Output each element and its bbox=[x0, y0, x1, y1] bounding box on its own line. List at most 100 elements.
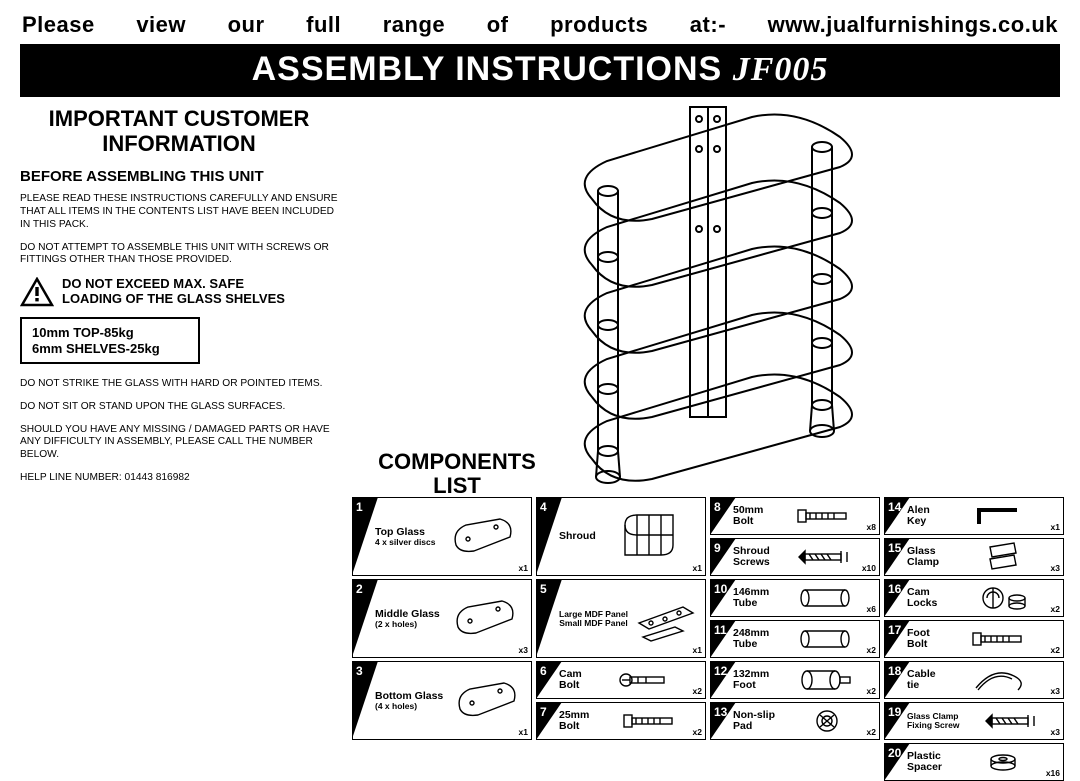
component-cell-8: 850mmBoltx8 bbox=[710, 497, 880, 535]
spec-line-2: 6mm SHELVES-25kg bbox=[32, 341, 188, 357]
component-number-triangle: 11 bbox=[711, 621, 737, 657]
component-number: 19 bbox=[888, 705, 901, 719]
component-number: 20 bbox=[888, 746, 901, 760]
component-shroud-icon bbox=[596, 498, 705, 575]
component-cell-12: 12132mmFootx2 bbox=[710, 661, 880, 699]
paragraph-2: DO NOT ATTEMPT TO ASSEMBLE THIS UNIT WIT… bbox=[20, 242, 338, 268]
component-tube-icon bbox=[769, 580, 879, 616]
component-number-triangle: 14 bbox=[885, 498, 911, 534]
component-label: ShroudScrews bbox=[733, 546, 770, 568]
component-number-triangle: 19 bbox=[885, 703, 911, 739]
warning-l1: DO NOT EXCEED MAX. SAFE bbox=[62, 276, 244, 291]
component-number-triangle: 2 bbox=[353, 580, 379, 657]
component-number-triangle: 16 bbox=[885, 580, 911, 616]
component-cell-19: 19Glass ClampFixing Screwx3 bbox=[884, 702, 1064, 740]
component-number-triangle: 8 bbox=[711, 498, 737, 534]
component-number: 4 bbox=[540, 500, 547, 514]
component-cell-14: 14AlenKeyx1 bbox=[884, 497, 1064, 535]
spec-line-1: 10mm TOP-85kg bbox=[32, 325, 188, 341]
component-number: 9 bbox=[714, 541, 721, 555]
component-label: 50mmBolt bbox=[733, 505, 763, 527]
component-sublabel: (2 x holes) bbox=[375, 620, 440, 629]
component-cell-9: 9 ShroudScrews x10 bbox=[710, 538, 880, 576]
component-cell-2: 2Middle Glass(2 x holes)x3 bbox=[352, 579, 532, 658]
component-label: 248mmTube bbox=[733, 628, 769, 650]
component-label: 132mmFoot bbox=[733, 669, 769, 691]
component-qty: x2 bbox=[1051, 645, 1060, 655]
component-number-triangle: 7 bbox=[537, 703, 563, 739]
component-number-triangle: 9 bbox=[711, 539, 737, 575]
component-label: Cabletie bbox=[907, 669, 936, 691]
component-number-triangle: 20 bbox=[885, 744, 911, 780]
component-clamp-icon bbox=[939, 539, 1063, 575]
component-number: 18 bbox=[888, 664, 901, 678]
component-qty: x1 bbox=[1051, 522, 1060, 532]
component-number: 8 bbox=[714, 500, 721, 514]
customer-info-heading: IMPORTANT CUSTOMER INFORMATION bbox=[20, 107, 338, 156]
warning-triangle-icon bbox=[20, 277, 54, 307]
component-hexkey-icon bbox=[930, 498, 1063, 534]
paragraph-1: PLEASE READ THESE INSTRUCTIONS CAREFULLY… bbox=[20, 193, 338, 231]
component-label: Large MDF PanelSmall MDF Panel bbox=[559, 610, 628, 628]
component-qty: x1 bbox=[519, 563, 528, 573]
component-number: 3 bbox=[356, 664, 363, 678]
component-cell-13: 13Non-slipPad x2 bbox=[710, 702, 880, 740]
component-qty: x3 bbox=[1051, 727, 1060, 737]
top-banner-text: Please view our full range of products a… bbox=[20, 12, 1060, 44]
component-qty: x2 bbox=[867, 686, 876, 696]
component-number-triangle: 13 bbox=[711, 703, 737, 739]
component-cell-6: 6CamBoltx2 bbox=[536, 661, 706, 699]
component-cell-15: 15GlassClampx3 bbox=[884, 538, 1064, 576]
component-number-triangle: 17 bbox=[885, 621, 911, 657]
component-tube-icon bbox=[769, 621, 879, 657]
component-screw-icon bbox=[959, 703, 1063, 739]
component-cell-11: 11248mmTubex2 bbox=[710, 620, 880, 658]
component-number-triangle: 4 bbox=[537, 498, 563, 575]
product-illustration bbox=[552, 99, 882, 489]
component-cable-icon bbox=[936, 662, 1063, 698]
component-number: 2 bbox=[356, 582, 363, 596]
component-qty: x3 bbox=[1051, 686, 1060, 696]
component-number: 7 bbox=[540, 705, 547, 719]
component-qty: x1 bbox=[519, 727, 528, 737]
component-qty: x2 bbox=[867, 727, 876, 737]
component-cell-16: 16CamLocksx2 bbox=[884, 579, 1064, 617]
component-number: 14 bbox=[888, 500, 901, 514]
component-foot-icon bbox=[769, 662, 879, 698]
component-qty: x2 bbox=[1051, 604, 1060, 614]
component-qty: x1 bbox=[693, 645, 702, 655]
component-label: Non-slipPad bbox=[733, 710, 775, 732]
page: Please view our full range of products a… bbox=[0, 0, 1080, 764]
component-number: 1 bbox=[356, 500, 363, 514]
component-qty: x3 bbox=[519, 645, 528, 655]
component-cell-17: 17FootBoltx2 bbox=[884, 620, 1064, 658]
component-number: 6 bbox=[540, 664, 547, 678]
component-label: Top Glass4 x silver discs bbox=[375, 527, 436, 547]
component-cell-1: 1 Top Glass4 x silver discs x1 bbox=[352, 497, 532, 576]
warning-text: DO NOT EXCEED MAX. SAFE LOADING OF THE G… bbox=[62, 277, 285, 307]
customer-info-l2: INFORMATION bbox=[102, 131, 256, 156]
title-model: JF005 bbox=[733, 51, 829, 88]
component-bolt-icon bbox=[763, 498, 879, 534]
component-sublabel: (4 x holes) bbox=[375, 702, 443, 711]
components-grid: 1Top Glass4 x silver discsx12Middle Glas… bbox=[352, 497, 1064, 781]
component-cambolt-icon bbox=[582, 662, 705, 698]
component-cell-4: 4Shroudx1 bbox=[536, 497, 706, 576]
component-qty: x10 bbox=[862, 563, 876, 573]
component-sublabel: 4 x silver discs bbox=[375, 538, 436, 547]
paragraph-3: DO NOT STRIKE THE GLASS WITH HARD OR POI… bbox=[20, 378, 338, 391]
component-camlock-icon bbox=[937, 580, 1063, 616]
paragraph-4: DO NOT SIT OR STAND UPON THE GLASS SURFA… bbox=[20, 401, 338, 414]
customer-info-l1: IMPORTANT CUSTOMER bbox=[49, 106, 310, 131]
helpline-text: HELP LINE NUMBER: 01443 816982 bbox=[20, 472, 338, 485]
left-column: IMPORTANT CUSTOMER INFORMATION BEFORE AS… bbox=[20, 107, 338, 495]
component-label: GlassClamp bbox=[907, 546, 939, 568]
components-l2: LIST bbox=[433, 473, 481, 498]
component-qty: x2 bbox=[693, 727, 702, 737]
component-qty: x2 bbox=[693, 686, 702, 696]
component-cell-3: 3Bottom Glass(4 x holes)x1 bbox=[352, 661, 532, 740]
component-sublabel: Small MDF Panel bbox=[559, 619, 628, 628]
component-number: 11 bbox=[714, 623, 727, 637]
component-label: 25mmBolt bbox=[559, 710, 589, 732]
component-label: PlasticSpacer bbox=[907, 751, 942, 773]
